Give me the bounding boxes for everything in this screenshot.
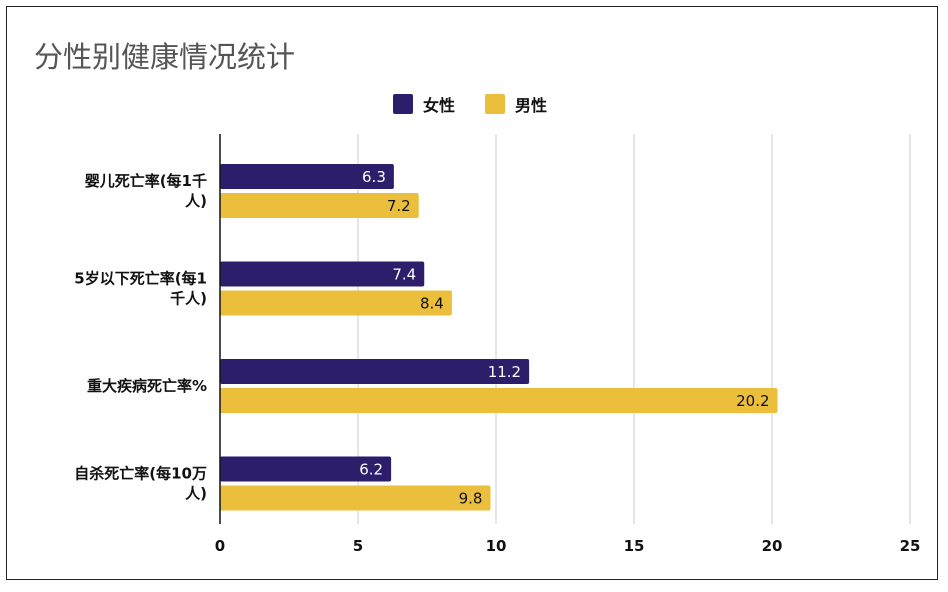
bar <box>220 164 394 189</box>
category-label: 人) <box>185 485 207 503</box>
category-label: 人) <box>185 192 207 210</box>
category-label: 重大疾病死亡率% <box>87 377 207 395</box>
category-label: 5岁以下死亡率(每1 <box>74 270 207 288</box>
legend-item-female[interactable]: 女性 <box>393 92 455 116</box>
bar <box>220 290 452 316</box>
data-label: 7.4 <box>392 266 416 284</box>
bar <box>220 456 392 482</box>
category-label: 自杀死亡率(每10万 <box>74 465 207 483</box>
bar <box>220 359 530 384</box>
category-label: 千人) <box>170 290 207 308</box>
bar <box>220 388 778 413</box>
data-label: 6.3 <box>362 168 386 186</box>
legend-label-male: 男性 <box>515 96 548 115</box>
x-tick-label: 5 <box>353 537 363 555</box>
data-label: 6.2 <box>359 461 383 479</box>
x-tick-label: 0 <box>215 537 225 555</box>
chart-title: 分性别健康情况统计 <box>34 40 296 74</box>
legend-swatch-female <box>393 94 413 114</box>
data-label: 9.8 <box>459 490 483 508</box>
x-tick-label: 15 <box>624 537 645 555</box>
x-tick-label: 25 <box>900 537 921 555</box>
data-label: 7.2 <box>387 197 411 215</box>
category-label: 婴儿死亡率(每1千 <box>85 172 207 190</box>
legend-swatch-male <box>485 94 505 114</box>
bar <box>220 485 491 511</box>
bar <box>220 193 419 218</box>
data-label: 8.4 <box>420 295 444 313</box>
data-label: 11.2 <box>488 363 521 381</box>
data-label: 20.2 <box>736 392 769 410</box>
chart-frame <box>6 6 938 580</box>
x-tick-label: 10 <box>486 537 507 555</box>
bar <box>220 261 425 287</box>
x-tick-label: 20 <box>762 537 783 555</box>
legend-label-female: 女性 <box>423 96 456 115</box>
legend-item-male[interactable]: 男性 <box>485 92 547 116</box>
